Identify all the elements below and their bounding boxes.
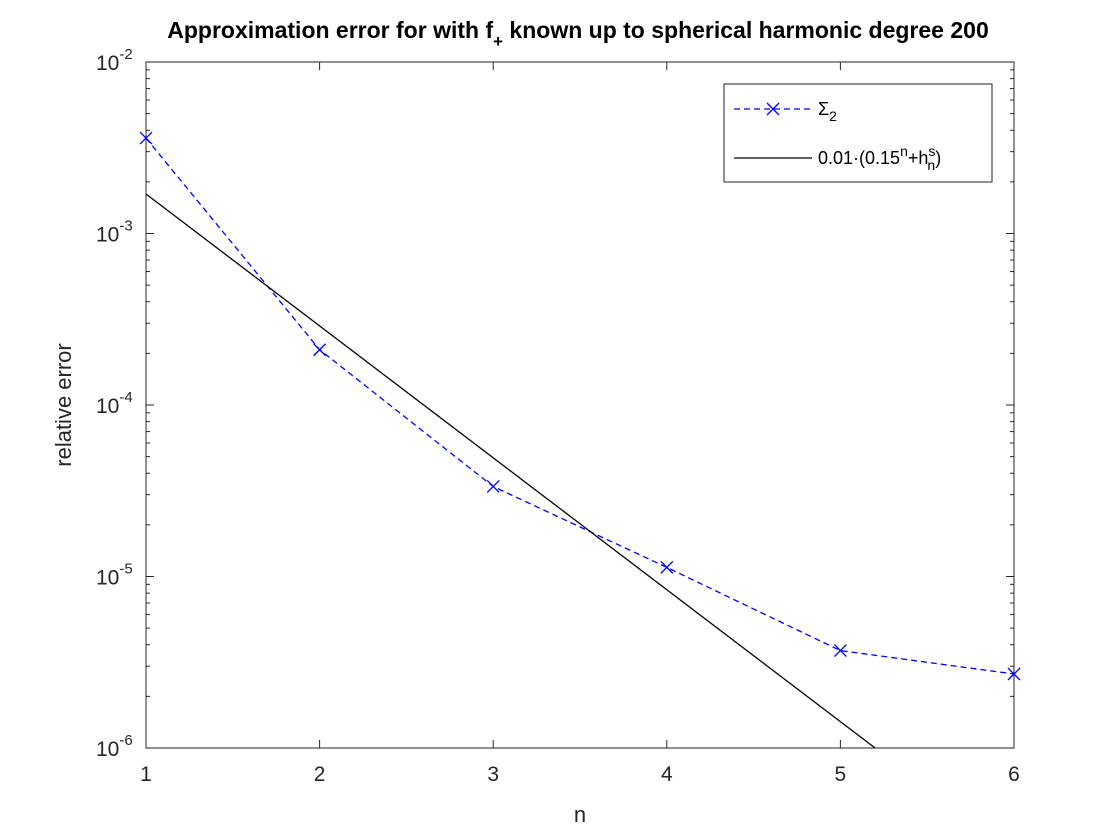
x-axis-label: n: [574, 802, 586, 827]
y-tick-label-base: 10: [96, 738, 119, 761]
y-tick-label: 10-2: [96, 46, 133, 75]
x-tick-label: 4: [661, 763, 673, 786]
y-tick-label-exp: -6: [119, 732, 132, 749]
y-tick-label-exp: -4: [119, 389, 132, 406]
y-tick-label-base: 10: [96, 52, 119, 75]
x-tick-label: 5: [835, 763, 847, 786]
chart-title-subscript: +: [493, 32, 503, 51]
series-1-point: [139, 131, 153, 145]
y-tick-label: 10-5: [96, 561, 133, 590]
legend-label-series-2-sup2: s: [928, 143, 935, 159]
chart-title-main: Approximation error for with f: [167, 17, 493, 43]
series-1-point: [313, 343, 327, 357]
legend-label-series-2-main: 0.01·(0.15: [818, 148, 900, 168]
legend-marker-series-1: [766, 102, 780, 116]
y-axis-label: relative error: [51, 343, 76, 466]
series-line-2: [145, 193, 876, 749]
legend-label-series-2-sup1: n: [900, 143, 908, 159]
y-tick-label-exp: -5: [119, 561, 132, 578]
legend-box: [723, 83, 993, 183]
legend-label-series-2-end: ): [935, 148, 941, 168]
legend-label-series-2-mid: +h: [908, 148, 929, 168]
series-line-1: [145, 137, 1015, 675]
y-tick-label-base: 10: [96, 224, 119, 247]
series-1-point: [660, 560, 674, 574]
y-tick-label: 10-4: [96, 389, 133, 418]
legend-label-series-1-sub: 2: [829, 108, 837, 124]
y-tick-label: 10-6: [96, 732, 133, 761]
axis-ticks: 1 2 3 4 5 610-610-510-410-310-2: [96, 46, 1020, 786]
x-tick-label: 6: [1008, 763, 1020, 786]
legend-label-series-1: Σ2: [818, 99, 837, 124]
legend: Σ2 0.01·(0.15n+hs n): [723, 83, 993, 183]
legend-label-series-1-main: Σ: [818, 99, 829, 119]
y-tick-label-exp: -2: [119, 46, 132, 63]
x-tick-label: 3: [487, 763, 499, 786]
y-tick-label-base: 10: [96, 395, 119, 418]
legend-label-series-2-sub2: n: [927, 157, 935, 173]
y-tick-label-base: 10: [96, 567, 119, 590]
series-layer: [139, 131, 1021, 749]
series-1-point: [833, 644, 847, 658]
x-tick-label: 1: [140, 763, 152, 786]
x-tick-label: 2: [314, 763, 326, 786]
series-1-point: [486, 479, 500, 493]
y-tick-label-exp: -3: [119, 218, 132, 235]
chart-title-rest: known up to spherical harmonic degree 20…: [503, 17, 989, 43]
legend-label-series-2: 0.01·(0.15n+hs n): [818, 143, 941, 173]
chart-title: Approximation error for with f+ known up…: [167, 17, 988, 51]
y-tick-label: 10-3: [96, 218, 133, 247]
series-1-point: [1007, 667, 1021, 681]
